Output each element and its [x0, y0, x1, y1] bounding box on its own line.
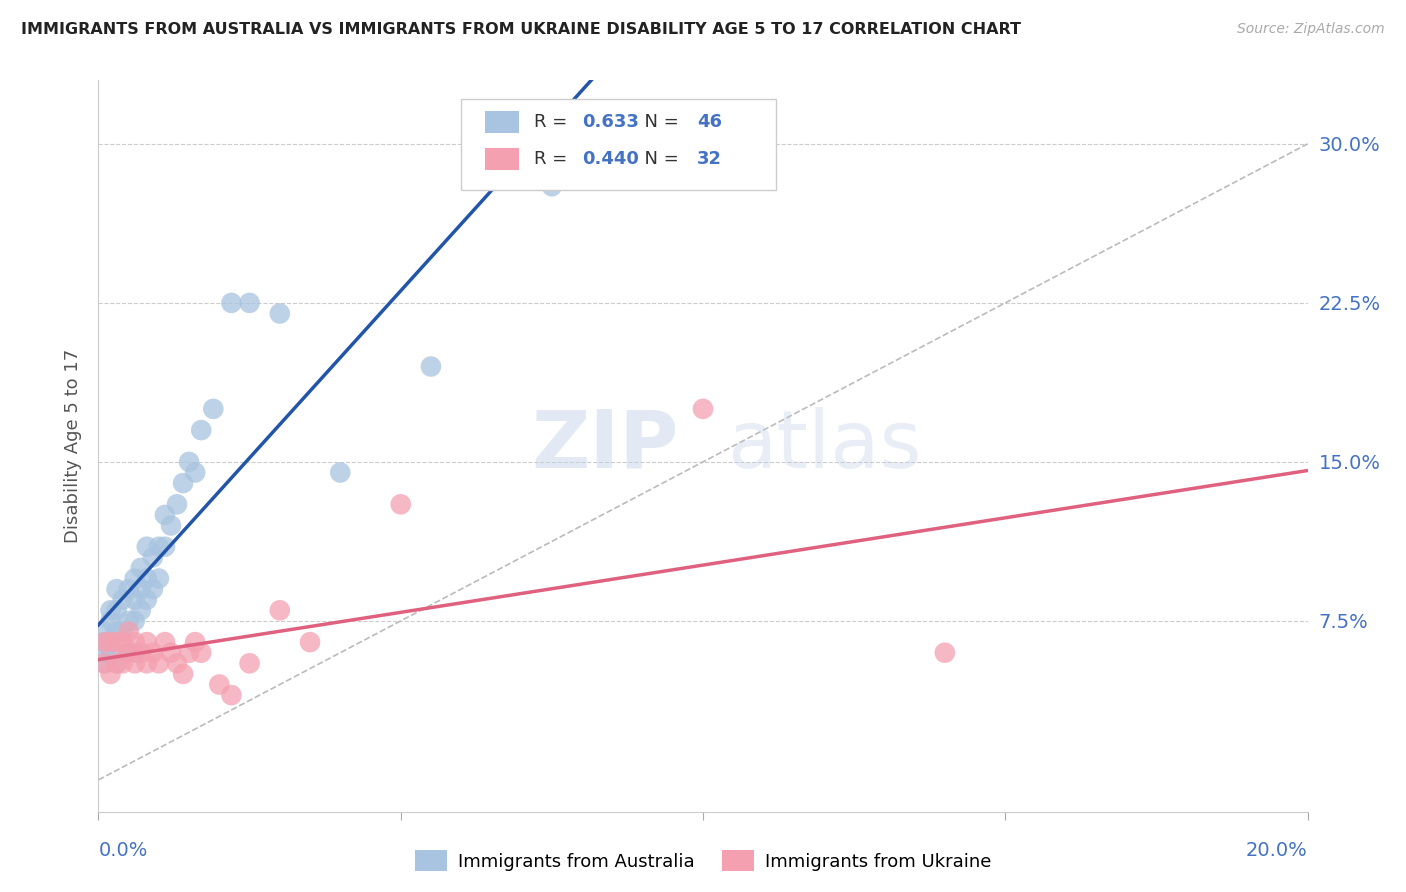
Point — [142, 582, 165, 596]
Point — [105, 657, 128, 671]
Point — [160, 646, 183, 660]
Text: IMMIGRANTS FROM AUSTRALIA VS IMMIGRANTS FROM UKRAINE DISABILITY AGE 5 TO 17 CORR: IMMIGRANTS FROM AUSTRALIA VS IMMIGRANTS … — [21, 22, 1021, 37]
FancyBboxPatch shape — [485, 111, 519, 133]
Point — [239, 657, 262, 671]
Point — [118, 646, 141, 660]
Point — [135, 540, 157, 554]
Point — [111, 657, 134, 671]
Point — [299, 635, 322, 649]
Legend: Immigrants from Australia, Immigrants from Ukraine: Immigrants from Australia, Immigrants fr… — [408, 843, 998, 879]
Point — [100, 614, 122, 628]
Point — [190, 423, 212, 437]
Point — [129, 646, 152, 660]
Point — [93, 624, 115, 639]
Point — [124, 572, 146, 586]
Point — [93, 657, 115, 671]
Point — [142, 550, 165, 565]
Point — [93, 646, 115, 660]
Point — [153, 540, 176, 554]
Point — [540, 179, 562, 194]
Point — [135, 635, 157, 649]
Point — [105, 582, 128, 596]
Point — [148, 572, 170, 586]
FancyBboxPatch shape — [485, 147, 519, 169]
Point — [124, 614, 146, 628]
Point — [105, 635, 128, 649]
Point — [190, 646, 212, 660]
Text: R =: R = — [534, 150, 572, 168]
Point — [179, 646, 201, 660]
Point — [389, 497, 412, 511]
Point — [269, 603, 291, 617]
Point — [135, 592, 157, 607]
Point — [160, 518, 183, 533]
Point — [153, 635, 176, 649]
Point — [692, 401, 714, 416]
Point — [93, 635, 115, 649]
Text: 20.0%: 20.0% — [1246, 841, 1308, 860]
Point — [420, 359, 443, 374]
Point — [100, 667, 122, 681]
Text: N =: N = — [633, 150, 685, 168]
Point — [221, 688, 243, 702]
Point — [105, 657, 128, 671]
Text: Source: ZipAtlas.com: Source: ZipAtlas.com — [1237, 22, 1385, 37]
Point — [142, 646, 165, 660]
Point — [105, 603, 128, 617]
Point — [100, 635, 122, 649]
Text: 32: 32 — [697, 150, 721, 168]
Point — [172, 667, 194, 681]
Text: 0.633: 0.633 — [582, 113, 638, 131]
Text: 0.0%: 0.0% — [98, 841, 148, 860]
Point — [100, 603, 122, 617]
Text: R =: R = — [534, 113, 572, 131]
Point — [179, 455, 201, 469]
Point — [129, 582, 152, 596]
Point — [111, 624, 134, 639]
Point — [239, 296, 262, 310]
Text: 0.440: 0.440 — [582, 150, 638, 168]
Text: N =: N = — [633, 113, 685, 131]
FancyBboxPatch shape — [461, 99, 776, 190]
Point — [269, 306, 291, 320]
Y-axis label: Disability Age 5 to 17: Disability Age 5 to 17 — [63, 349, 82, 543]
Point — [124, 657, 146, 671]
Point — [166, 497, 188, 511]
Point — [934, 646, 956, 660]
Point — [148, 657, 170, 671]
Point — [118, 624, 141, 639]
Point — [135, 572, 157, 586]
Point — [93, 657, 115, 671]
Point — [202, 401, 225, 416]
Point — [221, 296, 243, 310]
Point — [124, 592, 146, 607]
Point — [118, 614, 141, 628]
Text: 46: 46 — [697, 113, 721, 131]
Point — [148, 540, 170, 554]
Text: atlas: atlas — [727, 407, 921, 485]
Point — [118, 582, 141, 596]
Point — [93, 635, 115, 649]
Point — [153, 508, 176, 522]
Point — [100, 646, 122, 660]
Point — [172, 476, 194, 491]
Point — [105, 624, 128, 639]
Point — [184, 466, 207, 480]
Point — [135, 657, 157, 671]
Point — [111, 635, 134, 649]
Text: ZIP: ZIP — [531, 407, 679, 485]
Point — [124, 635, 146, 649]
Point — [129, 561, 152, 575]
Point — [111, 592, 134, 607]
Point — [184, 635, 207, 649]
Point — [166, 657, 188, 671]
Point — [124, 646, 146, 660]
Point — [100, 635, 122, 649]
Point — [129, 603, 152, 617]
Point — [118, 646, 141, 660]
Point — [329, 466, 352, 480]
Point — [208, 677, 231, 691]
